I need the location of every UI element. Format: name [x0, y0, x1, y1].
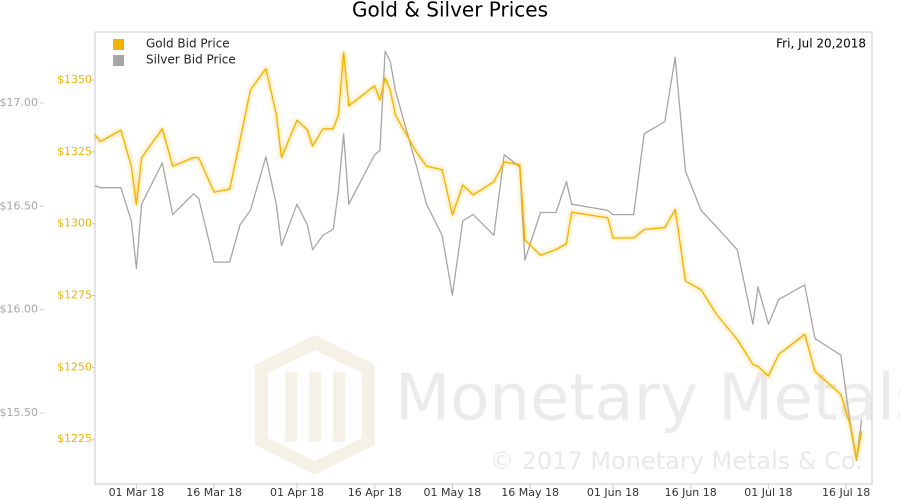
x-tick-label: 01 Jul 18: [744, 486, 792, 499]
y-tick-label: $1225: [57, 432, 92, 445]
chart-title: Gold & Silver Prices: [352, 0, 548, 22]
series-line: [94, 50, 863, 462]
x-tick-label: 16 Jun 18: [665, 486, 717, 499]
y2-tick-label: $17.00: [0, 96, 38, 109]
legend-label: Gold Bid Price: [146, 37, 230, 51]
y2-tick-label: $16.00: [0, 303, 38, 316]
series-line: [94, 51, 863, 460]
plot-frame: [94, 31, 873, 485]
x-tick-label: 01 Jun 18: [587, 486, 639, 499]
x-tick-label: 16 Apr 18: [348, 486, 402, 499]
legend-swatch: [113, 55, 124, 66]
x-tick-label: 01 Mar 18: [109, 486, 165, 499]
copyright: © 2017 Monetary Metals & Co.: [490, 447, 863, 475]
date-label: Fri, Jul 20,2018: [776, 37, 866, 51]
y-tick-label: $1325: [57, 145, 92, 158]
y-tick-label: $1250: [57, 360, 92, 373]
y-tick-label: $1300: [57, 217, 92, 230]
watermark: Monetary Metals: [395, 362, 900, 436]
watermark-logo: [255, 335, 375, 475]
y-tick-label: $1275: [57, 288, 92, 301]
x-tick-label: 16 Jul 18: [822, 486, 870, 499]
y2-tick-label: $16.50: [0, 199, 38, 212]
y-tick-label: $1350: [57, 73, 92, 86]
x-tick-label: 01 Apr 18: [270, 486, 324, 499]
legend-label: Silver Bid Price: [146, 53, 236, 67]
x-tick-label: 16 Mar 18: [186, 486, 242, 499]
legend: Gold Bid Price Silver Bid Price: [113, 37, 236, 67]
x-tick-label: 16 May 18: [501, 486, 559, 499]
y2-tick-label: $15.50: [0, 406, 38, 419]
x-tick-label: 01 May 18: [424, 486, 482, 499]
legend-swatch: [113, 39, 124, 50]
